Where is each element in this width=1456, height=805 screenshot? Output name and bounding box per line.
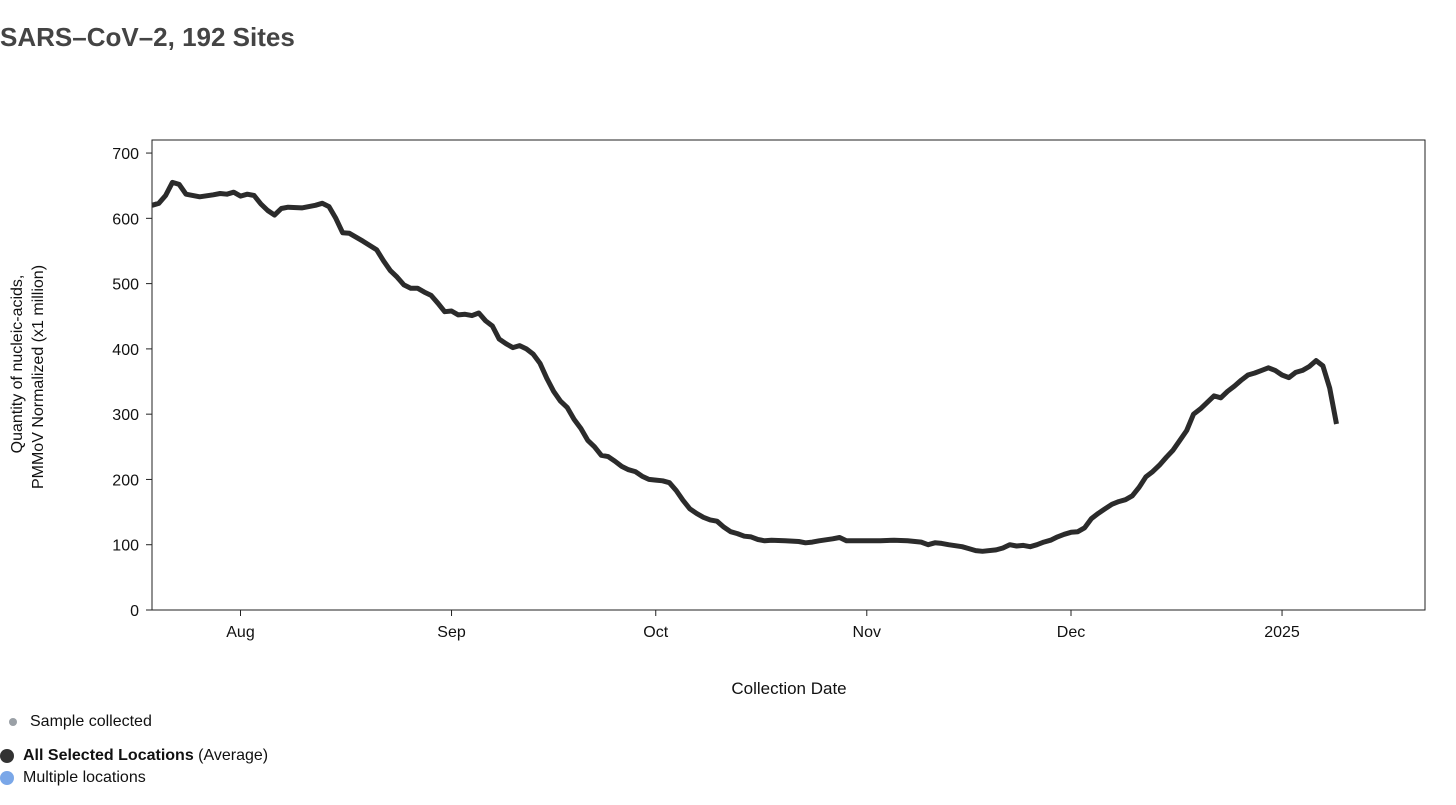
y-tick-label: 400 xyxy=(112,342,139,359)
legend-item-all-selected-locations: All Selected Locations (Average) xyxy=(0,747,268,765)
page-title: SARS–CoV–2, 192 Sites xyxy=(0,22,295,52)
x-tick-label: Oct xyxy=(643,624,668,641)
y-tick-label: 300 xyxy=(112,407,139,424)
multiple-dot-icon xyxy=(0,770,14,785)
sample-dot-icon xyxy=(9,717,17,726)
y-axis-title-line-1: Quantity of nucleic-acids, xyxy=(9,275,26,454)
x-tick-label: 2025 xyxy=(1264,624,1300,641)
x-tick-label: Aug xyxy=(226,624,254,641)
y-tick-label: 600 xyxy=(112,211,139,228)
x-tick-label: Nov xyxy=(853,624,881,641)
x-tick-label: Sep xyxy=(437,624,466,641)
y-tick-label: 200 xyxy=(112,472,139,489)
legend-label-sample: Sample collected xyxy=(30,713,152,730)
legend-item-sample-collected: Sample collected xyxy=(0,713,152,731)
x-axis: Aug Sep Oct Nov Dec 2025 xyxy=(226,610,1300,641)
y-tick-label: 500 xyxy=(112,277,139,294)
legend-item-multiple-locations: Multiple locations xyxy=(0,769,146,787)
y-tick-label: 0 xyxy=(130,603,139,620)
series-line-all-selected-locations xyxy=(151,179,1339,554)
y-axis-title-line-2: PMMoV Normalized (x1 million) xyxy=(30,265,47,489)
line-chart: 0 100 200 300 400 500 600 700 Aug Sep Oct Nov Dec 20… xyxy=(9,139,1426,698)
y-tick-label: 700 xyxy=(112,146,139,163)
x-tick-label: Dec xyxy=(1057,624,1085,641)
y-tick-label: 100 xyxy=(112,538,139,555)
plot-frame xyxy=(151,139,1426,611)
y-axis: 0 100 200 300 400 500 600 700 xyxy=(112,146,152,620)
legend-label-multiple: Multiple locations xyxy=(23,769,146,786)
x-axis-title: Collection Date xyxy=(731,679,846,698)
legend-label-selected: All Selected Locations xyxy=(23,747,194,764)
selected-dot-icon xyxy=(0,748,14,763)
legend-label-selected-suffix: (Average) xyxy=(193,747,269,764)
